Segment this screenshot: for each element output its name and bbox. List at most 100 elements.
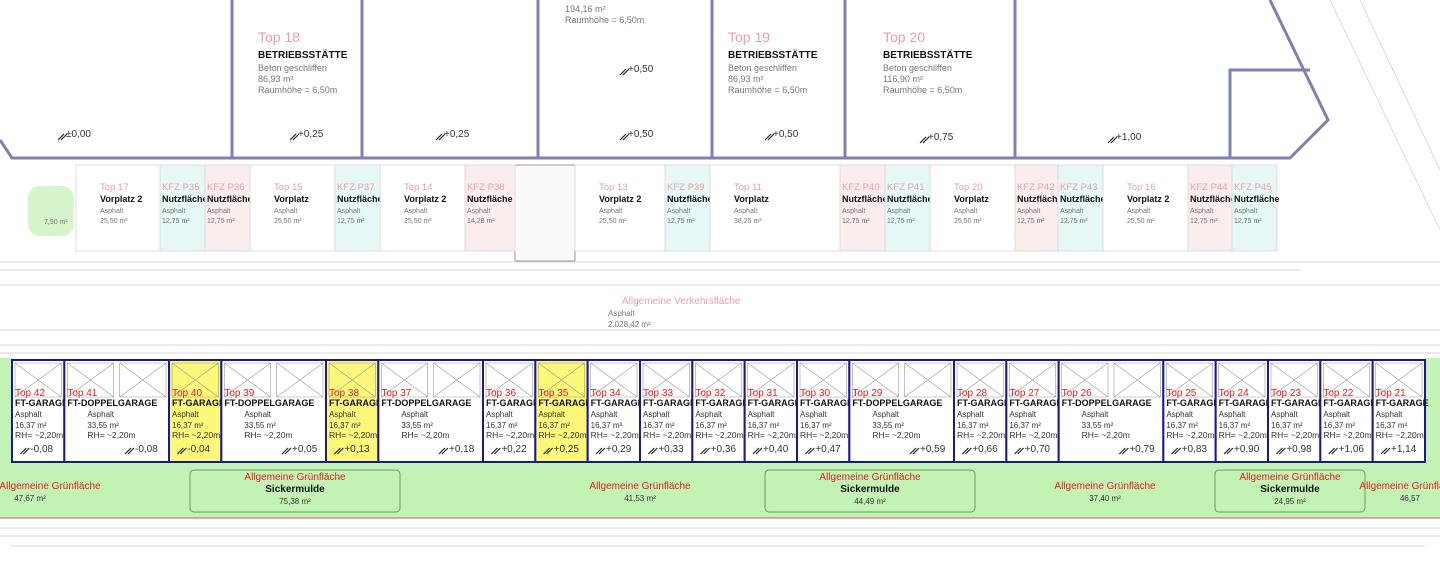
level-arrow (57, 133, 68, 141)
door-box (485, 362, 533, 398)
forecourt (884, 164, 931, 252)
green-title: Allgemeine Grünfläche (0, 481, 101, 492)
garage-label: Top 25 (1166, 388, 1196, 399)
garage-material: Asphalt (872, 410, 899, 419)
door-box (1323, 362, 1370, 398)
garage-label: Top 33 (643, 388, 673, 399)
garage-elevation: +0,33 (658, 444, 684, 455)
garage-type: FT-DOPPELGARAGE (67, 398, 157, 408)
traffic-area: 2.028,42 m² (608, 320, 651, 329)
unit-floor: Beton geschliffen (258, 63, 327, 73)
garage-material: Asphalt (244, 410, 271, 419)
green-area: 44,49 m² (854, 497, 886, 506)
garage-type: FT-GARAGE (172, 398, 225, 408)
green-title: Allgemeine Grünfläche (1239, 472, 1341, 483)
garage (63, 359, 170, 463)
area-label: 7,90 m² (44, 219, 68, 226)
garage-height: RH= ~2,20m (800, 430, 848, 440)
garage-area: 33,55 m² (1082, 421, 1114, 430)
level-arrow (595, 447, 606, 455)
level-arrow (1275, 447, 1286, 455)
garage-type: FT-GARAGE (486, 398, 539, 408)
level-arrow (176, 447, 187, 455)
swale (764, 469, 976, 513)
level-arrow (909, 447, 920, 455)
elevation: +0,75 (928, 132, 954, 143)
forecourt-area: 25,50 m² (1127, 218, 1155, 225)
garage-height: RH= ~2,20m (172, 430, 220, 440)
forecourt-material: Asphalt (954, 208, 977, 215)
door-box (14, 362, 62, 398)
unit-height: Raumhöhe = 6,50m (883, 85, 962, 95)
forecourt-material: Asphalt (404, 208, 427, 215)
garage-label: Top 26 (1062, 388, 1092, 399)
level-arrow (1223, 447, 1234, 455)
elevation: +0,25 (444, 129, 470, 140)
garage-height: RH= ~2,20m (15, 430, 63, 440)
elevation: ±0,00 (66, 129, 91, 140)
garage-area: 16,37 m² (15, 421, 47, 430)
door-box (1009, 362, 1056, 398)
garage-type: FT-GARAGE (643, 398, 696, 408)
garage-area: 16,37 m² (1166, 421, 1198, 430)
forecourt (664, 164, 711, 252)
level-arrow (438, 447, 449, 455)
forecourt-use: Nutzfläche (162, 194, 208, 204)
garage-height: RH= ~2,20m (486, 430, 534, 440)
garage-type: FT-GARAGE (15, 398, 68, 408)
garage (1057, 359, 1165, 463)
forecourt-area: 25,50 m² (404, 218, 432, 225)
garage-elevation: +0,29 (606, 444, 632, 455)
elevation: +1,00 (1116, 132, 1142, 143)
unit-floor: Beton geschliffen (728, 63, 797, 73)
unit-label: Top 18 (258, 29, 300, 45)
garage-type: FT-DOPPELGARAGE (1062, 398, 1152, 408)
forecourt-label: KFZ P45 (1234, 182, 1272, 193)
garage-material: Asphalt (1376, 410, 1403, 419)
garage-material: Asphalt (1219, 410, 1246, 419)
garage-type: FT-GARAGE (1323, 398, 1376, 408)
garage-height: RH= ~2,20m (957, 430, 1005, 440)
traffic-material: Asphalt (608, 309, 635, 318)
elevation: +0,50 (773, 129, 799, 140)
level-arrow (919, 136, 930, 144)
garage-elevation: +0,70 (1025, 444, 1051, 455)
garage-label: Top 36 (486, 388, 516, 399)
garage-material: Asphalt (1082, 410, 1109, 419)
level-arrow (1328, 447, 1339, 455)
green-strip (0, 358, 12, 462)
garage-height: RH= ~2,20m (1082, 430, 1130, 440)
green-area: 24,95 m² (1274, 497, 1306, 506)
unit-label: Top 19 (728, 29, 770, 45)
forecourt-use: Nutzfläche (842, 194, 888, 204)
garage-material: Asphalt (748, 410, 775, 419)
garage-type: FT-GARAGE (1271, 398, 1324, 408)
garage-area: 16,37 m² (329, 421, 361, 430)
garage-type: FT-GARAGE (329, 398, 382, 408)
garage-material: Asphalt (800, 410, 827, 419)
forecourt (709, 164, 841, 252)
garage-height: RH= ~2,20m (87, 430, 135, 440)
garage-area: 16,37 m² (1219, 421, 1251, 430)
forecourt-use: Nutzfläche (1234, 194, 1280, 204)
forecourt-label: KFZ P41 (887, 182, 925, 193)
level-arrow (1014, 447, 1025, 455)
elevation: +0,50 (628, 64, 654, 75)
unit-area: 86,93 m² (728, 74, 764, 84)
door-box (695, 362, 742, 398)
garage-type: FT-GARAGE (1009, 398, 1062, 408)
garage-label: Top 27 (1009, 388, 1039, 399)
forecourt-area: 12,75 m² (1017, 218, 1045, 225)
level-arrow (619, 68, 630, 76)
forecourt-material: Asphalt (1234, 208, 1257, 215)
garage-area: 16,37 m² (800, 421, 832, 430)
garage-elevation: +0,66 (972, 444, 998, 455)
door-box (1218, 362, 1266, 398)
garage-area: 16,37 m² (1376, 421, 1408, 430)
garage-type: FT-GARAGE (1219, 398, 1272, 408)
swale (1214, 469, 1366, 513)
level-arrow (124, 447, 135, 455)
unit-height: Raumhöhe = 6,50m (728, 85, 807, 95)
garage-material: Asphalt (1323, 410, 1350, 419)
